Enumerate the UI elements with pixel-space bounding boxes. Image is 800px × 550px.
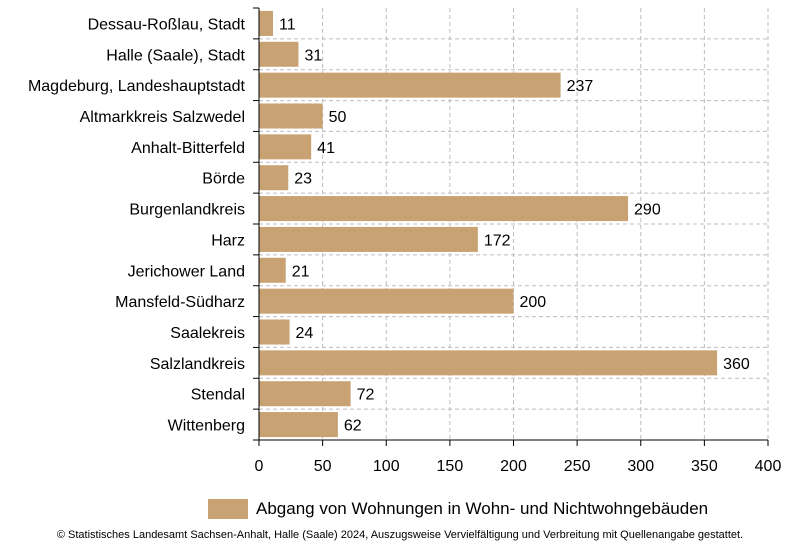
data-label: 11 [279,16,296,33]
bar [259,257,286,283]
data-label: 21 [292,263,310,280]
category-label: Altmarkkreis Salzwedel [80,109,245,126]
category-label: Anhalt-Bitterfeld [131,140,245,157]
bar [259,10,273,36]
x-tick-label: 150 [437,458,464,475]
category-label: Jerichower Land [128,263,245,280]
category-label: Mansfeld-Südharz [115,294,245,311]
bar [259,196,629,222]
category-label: Dessau-Roßlau, Stadt [88,16,246,33]
data-label: 360 [723,356,750,373]
x-tick-label: 300 [627,458,654,475]
x-tick-label: 350 [691,458,718,475]
category-label: Saalekreis [170,325,245,342]
copyright-notice: © Statistisches Landesamt Sachsen-Anhalt… [56,529,744,541]
category-label: Wittenberg [168,418,245,435]
bar [259,72,561,98]
data-label: 237 [567,78,594,95]
bar [259,226,478,252]
category-label: Stendal [191,387,245,404]
x-tick-label: 50 [314,458,332,475]
category-label: Burgenlandkreis [129,202,245,219]
data-label: 62 [344,418,362,435]
x-tick-label: 0 [255,458,264,475]
data-label: 24 [296,325,314,342]
data-label: 41 [317,140,335,157]
x-tick-label: 400 [755,458,782,475]
category-label: Salzlandkreis [150,356,245,373]
x-tick-label: 100 [373,458,400,475]
data-label: 72 [357,387,375,404]
data-label: 172 [484,232,511,249]
bar [259,350,718,376]
bar [259,165,289,191]
category-label: Harz [211,232,245,249]
bar-chart: 11 Dessau-Roßlau, Stadt 31 Halle (Saale), S… [28,7,782,475]
data-label: 50 [329,109,347,126]
data-label: 290 [634,202,661,219]
category-label: Magdeburg, Landeshauptstadt [28,78,246,95]
x-tick-label: 250 [564,458,591,475]
data-label: 23 [294,171,312,188]
x-tick-label: 200 [500,458,527,475]
bar [259,134,312,160]
bar [259,288,514,314]
category-label: Halle (Saale), Stadt [106,47,245,64]
legend-label: Abgang von Wohnungen in Wohn- und Nichtw… [256,499,709,518]
data-label: 31 [304,47,322,64]
legend: Abgang von Wohnungen in Wohn- und Nichtw… [208,499,708,519]
bar [259,412,338,438]
data-label: 200 [520,294,547,311]
category-label: Börde [202,171,245,188]
bar [259,381,351,407]
bar [259,103,323,129]
bar [259,41,299,67]
bar [259,319,290,345]
legend-swatch [208,499,248,519]
